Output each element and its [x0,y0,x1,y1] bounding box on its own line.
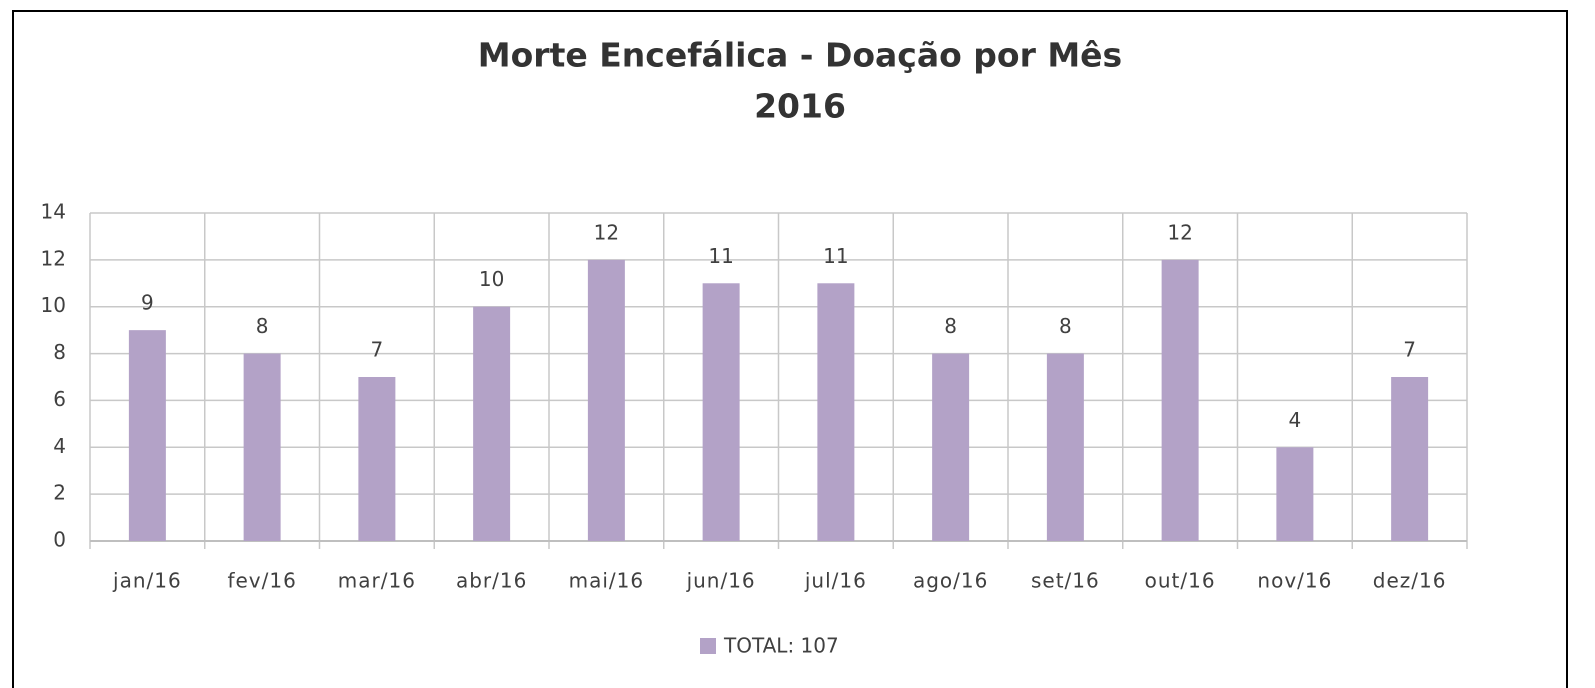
x-tick-label: nov/16 [1257,569,1332,593]
data-label: 8 [944,314,957,338]
x-tick-label: jun/16 [686,569,756,593]
bar [243,353,281,541]
x-tick-label: fev/16 [227,569,296,593]
y-tick-label: 10 [41,293,66,317]
y-tick-label: 2 [53,481,66,505]
data-label: 10 [479,267,504,291]
y-tick-label: 0 [53,528,66,552]
y-tick-label: 8 [53,340,66,364]
chart-title: Morte Encefálica - Doação por Mês [478,36,1122,75]
bar [128,330,166,541]
bar [702,283,740,541]
bar [817,283,855,541]
data-label: 7 [1403,338,1416,362]
chart-subtitle: 2016 [754,87,846,126]
data-label: 11 [708,244,733,268]
data-label: 7 [371,338,384,362]
x-tick-label: mar/16 [338,569,416,593]
data-label: 4 [1289,408,1302,432]
x-tick-label: jan/16 [112,569,182,593]
bar [1161,259,1199,541]
bar [358,377,396,541]
legend-label: TOTAL: 107 [723,634,839,658]
y-tick-label: 6 [53,387,66,411]
x-tick-label: ago/16 [913,569,988,593]
legend-swatch [700,638,716,654]
data-label: 12 [594,220,619,244]
bar [1046,353,1084,541]
data-label: 8 [1059,314,1072,338]
bar [1276,447,1314,541]
bar [587,259,625,541]
x-tick-label: out/16 [1145,569,1216,593]
y-tick-label: 14 [41,200,66,224]
data-label: 12 [1167,220,1192,244]
bar [932,353,970,541]
bar [1391,377,1429,541]
y-tick-label: 12 [41,246,66,270]
data-label: 9 [141,291,154,315]
data-label: 11 [823,244,848,268]
x-tick-label: mai/16 [569,569,644,593]
chart-frame [12,10,1568,688]
x-tick-label: jul/16 [804,569,867,593]
x-tick-label: abr/16 [456,569,527,593]
x-tick-label: dez/16 [1373,569,1447,593]
y-tick-label: 4 [53,434,66,458]
bar [473,306,511,541]
data-label: 8 [256,314,269,338]
x-tick-label: set/16 [1031,569,1100,593]
